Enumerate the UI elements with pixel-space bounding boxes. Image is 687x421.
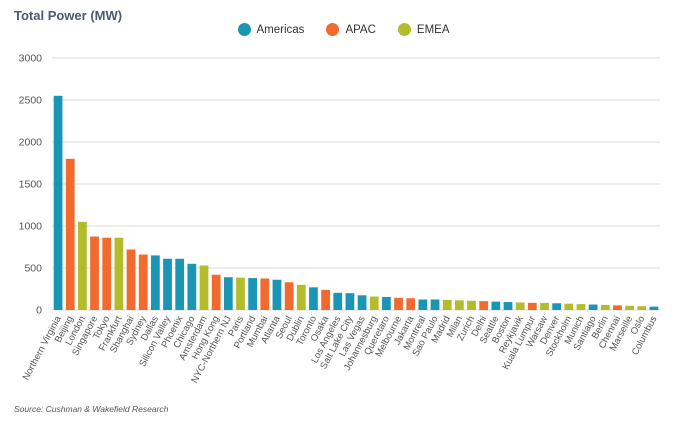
legend-label-emea: EMEA — [416, 23, 450, 36]
legend-swatch-americas — [237, 23, 251, 36]
bar — [357, 295, 367, 310]
bar — [223, 277, 233, 310]
bar — [53, 95, 63, 310]
bar — [138, 254, 148, 310]
bar — [454, 300, 464, 310]
y-tick-label: 3000 — [19, 53, 43, 65]
bar — [418, 299, 428, 310]
x-tick-label: Northern Virginia — [21, 314, 64, 383]
legend-label-americas: Americas — [256, 23, 305, 36]
chart-legend: Americas APAC EMEA — [0, 23, 687, 36]
bar — [503, 302, 513, 310]
bar — [78, 221, 87, 310]
bar — [248, 278, 258, 310]
bar — [552, 303, 562, 310]
bar — [637, 306, 647, 310]
y-tick-label: 2000 — [19, 137, 43, 149]
bar — [625, 305, 634, 310]
bar — [272, 279, 282, 310]
bar — [175, 258, 185, 310]
bar — [576, 304, 586, 310]
bar — [613, 305, 622, 310]
chart-title: Total Power (MW) — [14, 8, 123, 23]
bar — [199, 265, 209, 310]
bar — [260, 278, 270, 310]
bar — [333, 292, 343, 310]
bar — [211, 274, 221, 310]
legend-swatch-apac — [326, 23, 340, 36]
bar — [382, 296, 391, 310]
bar — [406, 298, 416, 310]
bar — [369, 296, 379, 310]
bar — [284, 282, 294, 310]
bar — [187, 263, 197, 310]
legend-swatch-emea — [397, 23, 411, 36]
bar — [126, 249, 136, 310]
legend-label-apac: APAC — [345, 23, 376, 36]
bar — [588, 304, 598, 310]
bar — [309, 287, 318, 310]
bar — [515, 302, 525, 310]
bar — [540, 302, 549, 310]
y-tick-label: 0 — [36, 305, 42, 317]
bar — [394, 297, 403, 310]
bar — [321, 289, 330, 310]
bar — [345, 293, 355, 310]
legend-item-apac: APAC — [326, 23, 376, 36]
bar — [649, 306, 659, 310]
y-tick-label: 1000 — [19, 221, 43, 233]
bar — [479, 301, 489, 310]
y-tick-label: 500 — [24, 263, 42, 275]
source-note: Source: Cushman & Wakefield Research — [14, 404, 169, 414]
bar — [430, 299, 440, 310]
bar — [564, 303, 574, 310]
bar — [65, 158, 75, 310]
y-tick-label: 2500 — [19, 95, 43, 107]
bar — [163, 258, 172, 310]
bar — [236, 277, 245, 310]
bar — [296, 284, 306, 310]
bar — [114, 237, 124, 310]
bar — [442, 299, 452, 310]
bar — [527, 302, 537, 310]
legend-item-emea: EMEA — [397, 23, 450, 36]
bar — [491, 301, 501, 310]
bar — [467, 300, 476, 310]
legend-item-americas: Americas — [237, 23, 305, 36]
bar — [600, 304, 610, 310]
bar — [102, 237, 112, 310]
y-tick-label: 1500 — [19, 179, 43, 191]
bar — [150, 255, 160, 310]
bar — [90, 236, 99, 310]
